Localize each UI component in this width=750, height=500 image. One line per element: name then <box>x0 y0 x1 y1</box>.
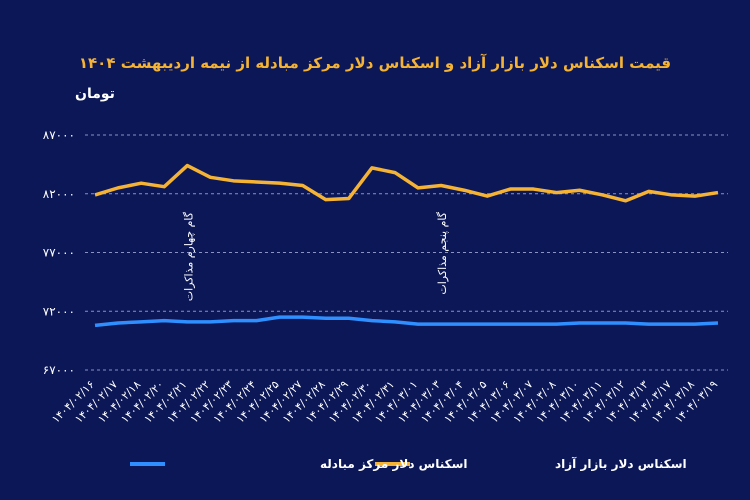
chart-title: قیمت اسکناس دلار بازار آزاد و اسکناس دلا… <box>79 54 671 72</box>
y-tick-label: ۸۲۰۰۰ <box>43 187 75 201</box>
y-tick-label: ۷۷۰۰۰ <box>43 246 75 260</box>
y-tick-label: ۶۷۰۰۰ <box>43 363 75 377</box>
series-line <box>94 315 719 328</box>
series-line <box>94 163 719 203</box>
legend-label: اسکناس دلار بازار آزاد <box>555 456 687 471</box>
annotation: گام چهارم مذاکرات <box>182 211 195 301</box>
legend-label: اسکناس دلار مرکز مبادله <box>320 457 468 471</box>
y-tick-label: ۷۲۰۰۰ <box>43 304 75 318</box>
y-tick-label: ۸۷۰۰۰ <box>43 128 75 142</box>
annotation: گام پنجم مذاکرات <box>436 211 449 294</box>
y-axis-label: تومان <box>75 86 115 102</box>
